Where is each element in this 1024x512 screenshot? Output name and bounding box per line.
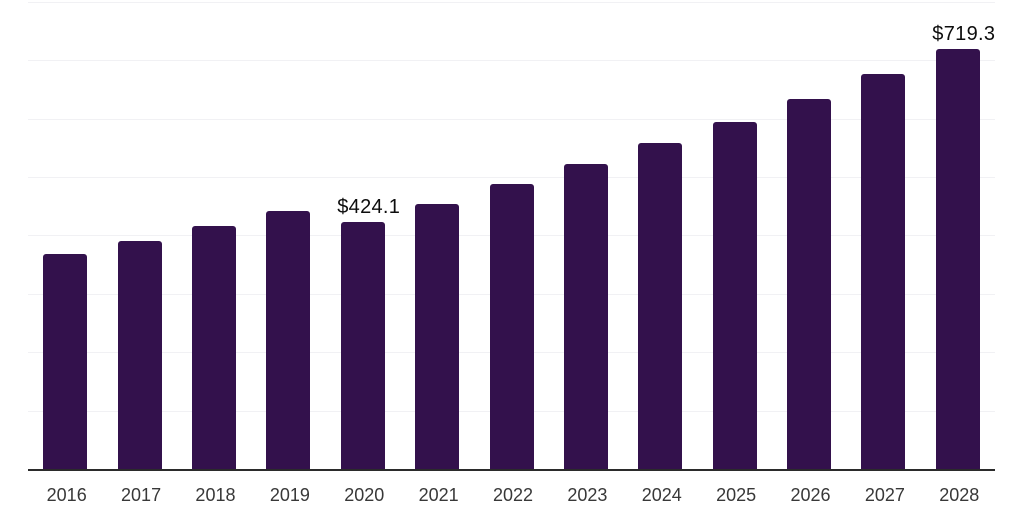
x-tick-label-2020: 2020 — [344, 485, 385, 505]
x-tick-label-2027: 2027 — [864, 485, 905, 505]
x-tick-label-2023: 2023 — [567, 485, 608, 505]
bar-2017 — [117, 241, 162, 471]
x-tick-label-2019: 2019 — [269, 485, 310, 505]
bar-2025 — [712, 122, 757, 471]
bar-2023 — [563, 163, 608, 471]
x-tick-label-2024: 2024 — [641, 485, 682, 505]
x-tick-label-2022: 2022 — [492, 485, 534, 505]
bar-2021 — [415, 203, 460, 471]
x-tick-label-2028: 2028 — [939, 485, 980, 505]
bar-2022 — [489, 184, 534, 471]
bar-2020 — [340, 221, 385, 471]
x-axis-line — [28, 469, 995, 471]
bar-value-label-2020: $424.1 — [337, 195, 401, 218]
x-tick-label-2026: 2026 — [790, 485, 831, 505]
bar-2028 — [935, 49, 980, 471]
x-tick-label-2016: 2016 — [46, 485, 87, 505]
x-tick-label-2017: 2017 — [121, 485, 162, 505]
bar-2018 — [191, 225, 236, 471]
bar-2016 — [43, 254, 88, 471]
bar-2019 — [266, 210, 311, 471]
gridline-800 — [28, 1, 995, 3]
bar-2024 — [638, 142, 683, 471]
bar-2026 — [787, 98, 832, 471]
x-tick-label-2025: 2025 — [716, 485, 757, 505]
bar-value-label-2028: $719.3 — [932, 23, 996, 46]
x-tick-label-2021: 2021 — [418, 485, 459, 505]
x-tick-label-2018: 2018 — [195, 485, 236, 505]
gridline-600 — [28, 118, 995, 120]
bar-2027 — [861, 74, 906, 471]
gridline-700 — [28, 60, 995, 62]
gridline-500 — [28, 177, 995, 178]
